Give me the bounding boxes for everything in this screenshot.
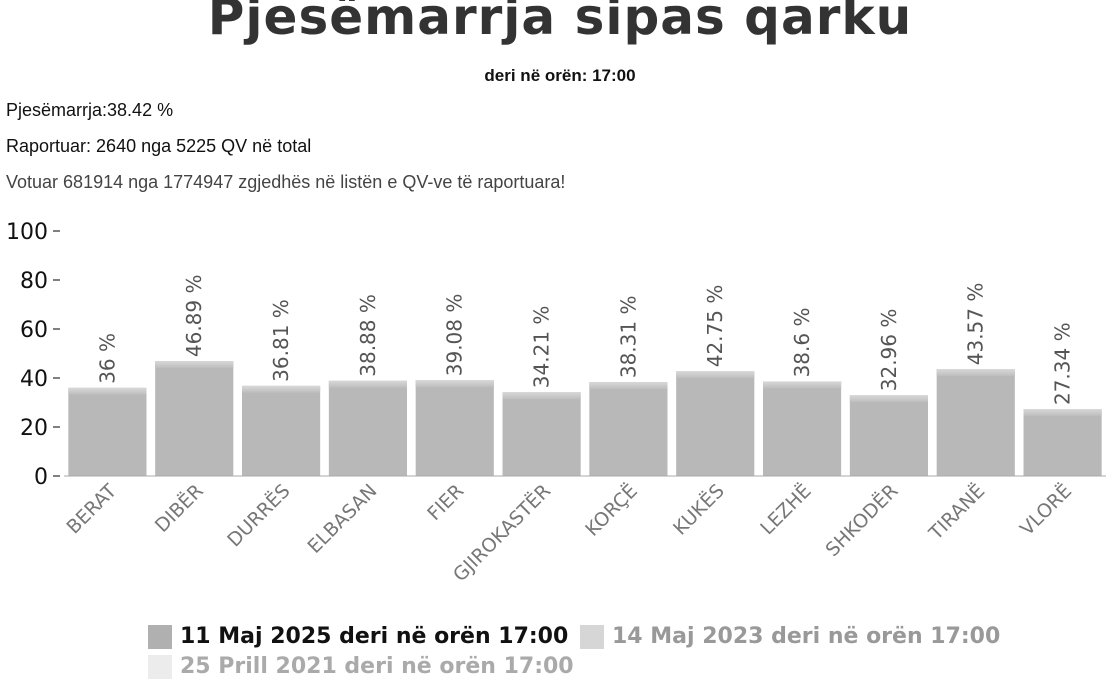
bar-cap [589, 382, 668, 390]
x-tick-label: DURRËS [222, 479, 294, 551]
legend-swatch-2021 [148, 654, 172, 679]
bar-value-label: 38.31 % [616, 296, 640, 379]
x-tick-label: BERAT [63, 480, 122, 539]
bar-value-label: 34.21 % [530, 306, 554, 389]
bar-value-label: 36.81 % [269, 299, 293, 382]
bar-cap [502, 392, 581, 400]
bar[interactable] [589, 382, 668, 476]
bar-value-label: 27.34 % [1051, 322, 1075, 405]
legend-label-2023: 14 Maj 2023 deri në orën 17:00 [612, 624, 1001, 649]
legend-item-2021[interactable]: 25 Prill 2021 deri në orën 17:00 [148, 654, 574, 679]
chart-title: Pjesëmarrja sipas qarku [207, 0, 913, 46]
x-tick-label: KUKËS [668, 479, 728, 539]
y-tick-label: 100 [6, 220, 48, 245]
bar[interactable] [1023, 409, 1102, 476]
bar-cap [676, 371, 755, 379]
y-tick-label: 40 [20, 367, 48, 392]
x-tick-label: DIBËR [150, 479, 208, 537]
voted-stat: Votuar 681914 nga 1774947 zgjedhës në li… [6, 172, 566, 192]
bar[interactable] [502, 392, 581, 476]
bar[interactable] [763, 381, 842, 476]
bar-cap [849, 395, 928, 403]
bar[interactable] [155, 361, 234, 476]
bar-value-label: 38.6 % [790, 308, 814, 378]
legend-label-2025: 11 Maj 2025 deri në orën 17:00 [180, 624, 569, 649]
bar-cap [242, 385, 321, 393]
bar-chart: 0 20 40 60 80 100 36 % 46.89 % 36.81 % 38.88 % 39… [6, 220, 1106, 586]
bar[interactable] [849, 395, 928, 476]
bar[interactable] [68, 387, 147, 476]
y-tick-label: 80 [20, 269, 48, 294]
x-tick-label: LEZHË [756, 479, 816, 539]
bar-cap [328, 380, 407, 388]
legend-item-2023[interactable]: 14 Maj 2023 deri në orën 17:00 [580, 624, 1000, 649]
legend-item-2025[interactable]: 11 Maj 2025 deri në orën 17:00 [148, 624, 568, 649]
bar-cap [1023, 409, 1102, 417]
x-tick-label: FIER [423, 480, 468, 525]
legend-swatch-2023 [580, 624, 604, 649]
y-tick-label: 0 [34, 465, 48, 490]
bar[interactable] [415, 380, 494, 476]
x-tick-label: VLORË [1015, 479, 1076, 540]
x-tick-label: SHKODËR [821, 479, 903, 561]
participation-stat: Pjesëmarrja:38.42 % [6, 100, 174, 120]
chart-subtitle: deri në orën: 17:00 [484, 66, 636, 85]
bar-value-label: 38.88 % [356, 294, 380, 377]
bar-value-label: 42.75 % [703, 285, 727, 368]
bar-cap [936, 369, 1015, 377]
bar[interactable] [676, 371, 755, 476]
bar[interactable] [936, 369, 1015, 476]
bar-cap [415, 380, 494, 388]
legend-swatch-2025 [148, 624, 172, 649]
bar-value-label: 36 % [95, 333, 119, 384]
legend-label-2021: 25 Prill 2021 deri në orën 17:00 [180, 654, 574, 679]
bar-value-label: 43.57 % [964, 283, 988, 366]
y-tick-label: 60 [20, 318, 48, 343]
reported-stat: Raportuar: 2640 nga 5225 QV në total [6, 136, 312, 156]
bar-cap [68, 387, 147, 395]
bar[interactable] [242, 385, 321, 476]
y-axis: 0 20 40 60 80 100 [6, 220, 60, 490]
bar-value-label: 32.96 % [877, 309, 901, 392]
x-tick-label: TIRANË [924, 479, 990, 545]
bar[interactable] [328, 380, 407, 476]
bar-cap [155, 361, 234, 369]
bar-value-label: 46.89 % [182, 274, 206, 357]
y-tick-label: 20 [20, 416, 48, 441]
bar-cap [763, 381, 842, 389]
x-tick-label: KORÇË [581, 479, 642, 540]
x-tick-label: ELBASAN [303, 480, 381, 558]
bars-group: 36 % 46.89 % 36.81 % 38.88 % 39.08 % 34.21 % 3… [68, 274, 1102, 476]
bar-value-label: 39.08 % [443, 294, 467, 377]
